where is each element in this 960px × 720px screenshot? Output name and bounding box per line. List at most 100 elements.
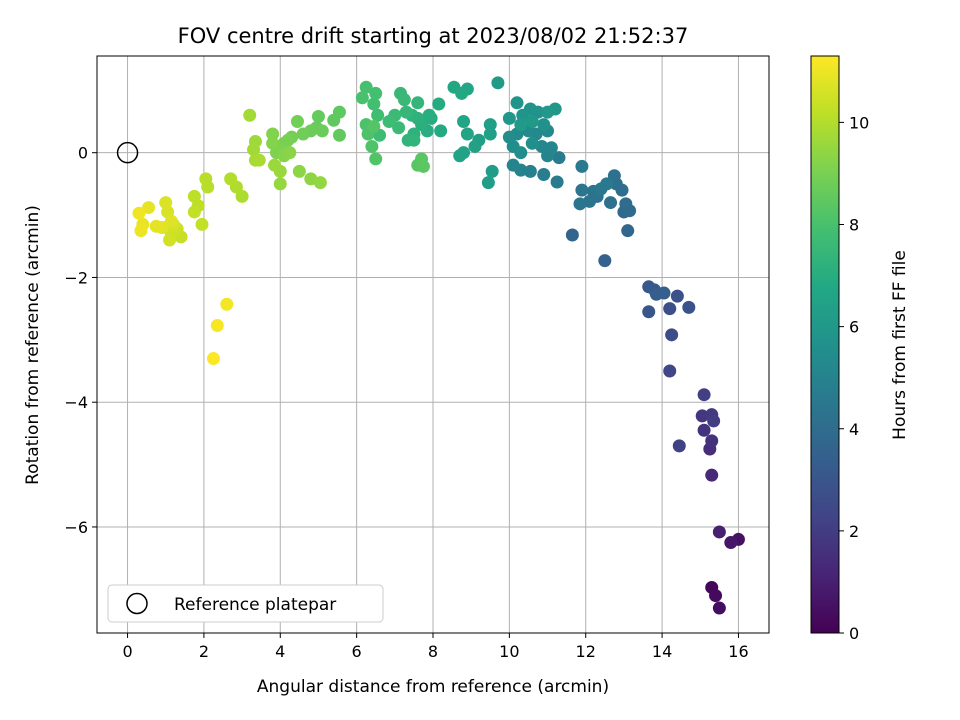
data-points [132, 76, 745, 615]
legend-label: Reference platepar [174, 595, 336, 615]
data-point [514, 146, 528, 160]
data-point [266, 127, 280, 141]
x-tick-label: 8 [428, 642, 438, 661]
legend-box [107, 584, 384, 623]
legend: Reference platepar [107, 584, 384, 623]
data-point [206, 352, 220, 366]
data-point [266, 136, 280, 150]
data-point [525, 114, 539, 128]
data-point [224, 172, 238, 186]
data-point [268, 158, 282, 172]
chart-title: FOV centre drift starting at 2023/08/02 … [178, 24, 689, 48]
colorbar-tick-label: 2 [849, 522, 859, 541]
data-point [485, 164, 499, 178]
data-point [481, 176, 495, 190]
data-point [243, 108, 257, 122]
data-point [724, 536, 738, 550]
data-point [220, 297, 234, 311]
reference-point-marker [116, 141, 139, 164]
data-point [709, 589, 723, 603]
x-tick-label: 12 [576, 642, 596, 661]
data-point [712, 601, 726, 615]
x-axis-label: Angular distance from reference (arcmin) [257, 677, 609, 697]
data-point [416, 159, 430, 173]
colorbar-tick-label: 0 [849, 624, 859, 643]
data-point [455, 86, 469, 100]
data-point [149, 219, 163, 233]
data-point [359, 80, 373, 94]
axis-ticks: 0 2 4 6 8 10 12 14 16 0 −2 −4 −6 [64, 144, 748, 661]
data-point [642, 305, 656, 319]
data-point [604, 196, 618, 210]
data-point [552, 151, 566, 165]
data-point [453, 149, 467, 163]
x-tick-label: 4 [275, 642, 285, 661]
y-axis-label: Rotation from reference (arcmin) [23, 205, 43, 485]
data-point [457, 114, 471, 128]
colorbar-label: Hours from first FF file [890, 250, 910, 440]
data-point [432, 97, 446, 111]
data-point [411, 96, 425, 110]
x-tick-label: 10 [499, 642, 519, 661]
data-point [707, 414, 721, 428]
data-point [468, 139, 482, 153]
data-point [399, 105, 413, 119]
data-point [621, 224, 635, 238]
data-point [537, 168, 551, 182]
data-point [273, 177, 287, 191]
data-point [619, 197, 633, 211]
y-tick-label: 0 [78, 144, 88, 163]
data-point [544, 141, 558, 155]
data-point [392, 121, 406, 135]
data-point [575, 183, 589, 197]
x-tick-label: 0 [122, 642, 132, 661]
legend-marker [126, 592, 148, 615]
data-point [407, 133, 421, 147]
data-point [369, 86, 383, 100]
data-point [510, 96, 524, 110]
data-point [550, 175, 564, 189]
data-point [525, 136, 539, 150]
data-point [369, 152, 383, 166]
data-point [506, 158, 520, 172]
data-point [311, 110, 325, 124]
data-point [142, 201, 156, 215]
x-tick-label: 14 [652, 642, 672, 661]
data-point [367, 97, 381, 111]
data-point [483, 127, 497, 141]
data-point [460, 127, 474, 141]
data-point [541, 105, 555, 119]
data-point [483, 118, 497, 132]
data-point [573, 197, 587, 211]
data-point [235, 189, 249, 203]
data-point [565, 228, 579, 242]
data-point [164, 214, 178, 228]
data-point [327, 113, 341, 127]
data-point [296, 127, 310, 141]
data-point [537, 118, 551, 132]
y-tick-label: −6 [64, 518, 88, 537]
x-tick-label: 16 [728, 642, 748, 661]
data-point [665, 328, 679, 342]
data-point [434, 124, 448, 138]
data-point [313, 176, 327, 190]
data-point [159, 196, 173, 210]
data-point [598, 254, 612, 268]
data-point [695, 409, 709, 423]
data-point [657, 286, 671, 300]
data-point [397, 93, 411, 107]
colorbar-tick-label: 4 [849, 420, 859, 439]
data-point [132, 206, 146, 220]
data-point [367, 119, 381, 133]
reference-layer [116, 141, 139, 164]
data-point [502, 111, 516, 125]
x-tick-label: 6 [352, 642, 362, 661]
data-point [672, 439, 686, 453]
data-point [290, 114, 304, 128]
colorbar [810, 55, 840, 634]
data-point [187, 205, 201, 219]
data-point [355, 91, 369, 105]
data-point [705, 434, 719, 448]
y-tick-label: −2 [64, 268, 88, 287]
